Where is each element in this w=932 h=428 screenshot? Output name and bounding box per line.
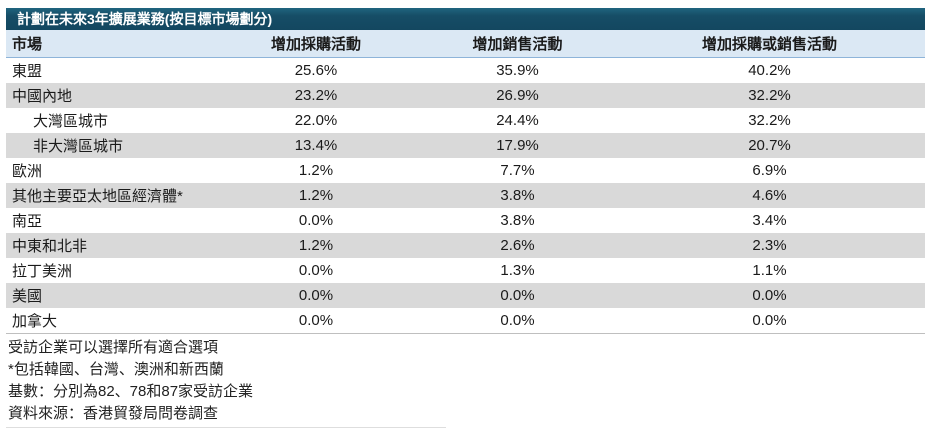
value-cell: 35.9%	[496, 62, 539, 79]
value-cell: 0.0%	[211, 308, 421, 334]
market-cell: 美國	[6, 283, 211, 308]
value-cell: 6.9%	[752, 162, 787, 179]
value-cell: 22.0%	[294, 112, 338, 129]
value-cell: 32.2%	[748, 112, 791, 129]
footnote-asterisk-definition: *包括韓國、台灣、澳洲和新西蘭	[8, 361, 224, 378]
value-cell: 3.4%	[752, 212, 787, 229]
value-cell: 2.6%	[421, 233, 614, 258]
value-cell: 0.0%	[298, 262, 334, 279]
table-body: 東盟 25.6% 35.9% 40.2% 中國內地 23.2% 26.9% 32…	[6, 58, 925, 334]
value-cell: 1.2%	[211, 233, 421, 258]
market-cell: 加拿大	[6, 308, 211, 334]
value-cell: 7.7%	[500, 162, 535, 179]
table-title-bar: 計劃在未來3年擴展業務(按目標市場劃分)	[6, 8, 925, 30]
value-cell: 26.9%	[421, 83, 614, 108]
value-cell: 1.1%	[752, 262, 787, 279]
value-cell: 0.0%	[421, 283, 614, 308]
value-cell: 1.2%	[211, 183, 421, 208]
table-row: 東盟 25.6% 35.9% 40.2%	[6, 58, 925, 84]
column-header-sales: 增加銷售活動	[421, 30, 614, 58]
value-cell: 25.6%	[294, 62, 338, 79]
value-cell: 2.3%	[614, 233, 925, 258]
value-cell: 0.0%	[614, 283, 925, 308]
footnote-source: 資料來源：香港貿發局問卷調查	[8, 405, 219, 422]
market-cell: 拉丁美洲	[12, 263, 73, 280]
value-cell: 13.4%	[211, 133, 421, 158]
market-cell: 中東和北非	[6, 233, 211, 258]
footnotes: 受訪企業可以選擇所有適合選項 *包括韓國、台灣、澳洲和新西蘭 基數：分別為82、…	[8, 334, 926, 425]
market-cell: 其他主要亞太地區經濟體*	[6, 183, 211, 208]
value-cell: 40.2%	[748, 62, 791, 79]
footnote-multiple-choice: 受訪企業可以選擇所有適合選項	[8, 339, 219, 356]
value-cell: 32.2%	[614, 83, 925, 108]
value-cell: 1.3%	[500, 262, 535, 279]
market-cell: 歐洲	[12, 163, 43, 180]
market-cell-indented: 非大灣區城市	[6, 133, 211, 158]
value-cell: 17.9%	[421, 133, 614, 158]
table-row: 拉丁美洲 0.0% 1.3% 1.1%	[6, 258, 925, 283]
value-cell: 23.2%	[211, 83, 421, 108]
value-cell: 0.0%	[211, 283, 421, 308]
market-expansion-table: 市場 增加採購活動 增加銷售活動 增加採購或銷售活動 東盟 25.6% 35.9…	[6, 30, 925, 334]
market-cell: 南亞	[12, 213, 43, 230]
value-cell: 3.8%	[421, 183, 614, 208]
market-cell-indented: 大灣區城市	[33, 113, 109, 130]
table-row: 加拿大 0.0% 0.0% 0.0%	[6, 308, 925, 334]
value-cell: 0.0%	[421, 308, 614, 334]
value-cell: 24.4%	[496, 112, 539, 129]
footnote-base-counts: 基數：分別為82、78和87家受訪企業	[8, 383, 254, 400]
column-header-procurement-or-sales: 增加採購或銷售活動	[614, 30, 925, 58]
table-header: 市場 增加採購活動 增加銷售活動 增加採購或銷售活動	[6, 30, 925, 58]
table-row: 歐洲 1.2% 7.7% 6.9%	[6, 158, 925, 183]
header-row: 市場 增加採購活動 增加銷售活動 增加採購或銷售活動	[6, 30, 925, 58]
table-row: 中國內地 23.2% 26.9% 32.2%	[6, 83, 925, 108]
table-row: 美國 0.0% 0.0% 0.0%	[6, 283, 925, 308]
table-row: 其他主要亞太地區經濟體* 1.2% 3.8% 4.6%	[6, 183, 925, 208]
market-cell: 東盟	[12, 63, 43, 80]
table-row: 中東和北非 1.2% 2.6% 2.3%	[6, 233, 925, 258]
value-cell: 1.2%	[298, 162, 334, 179]
table-row: 大灣區城市 22.0% 24.4% 32.2%	[6, 108, 925, 133]
value-cell: 20.7%	[614, 133, 925, 158]
market-cell: 中國內地	[6, 83, 211, 108]
table-title: 計劃在未來3年擴展業務(按目標市場劃分)	[17, 11, 273, 27]
table-row: 南亞 0.0% 3.8% 3.4%	[6, 208, 925, 233]
column-header-procurement: 增加採購活動	[211, 30, 421, 58]
value-cell: 0.0%	[298, 212, 334, 229]
value-cell: 4.6%	[614, 183, 925, 208]
column-header-market: 市場	[6, 30, 211, 58]
value-cell: 3.8%	[500, 212, 535, 229]
value-cell: 0.0%	[614, 308, 925, 334]
table-row: 非大灣區城市 13.4% 17.9% 20.7%	[6, 133, 925, 158]
